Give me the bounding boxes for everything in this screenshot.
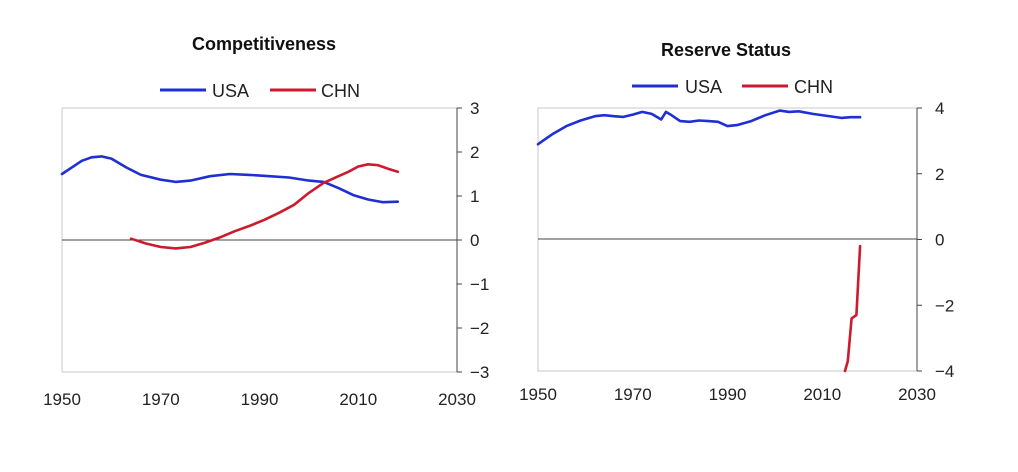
reserve-status-chart: Reserve Status USA CHN 420−2−4 1950 1970 1…: [519, 40, 954, 404]
y-tick-label: −2: [935, 296, 954, 315]
y-tick-label: 1: [470, 187, 479, 206]
legend-label-chn: CHN: [794, 77, 833, 97]
legend: USA CHN: [632, 77, 833, 97]
chart-title: Reserve Status: [661, 40, 791, 60]
series-line-usa: [536, 109, 862, 146]
x-tick-label: 2030: [438, 390, 476, 409]
series-group: [60, 155, 400, 250]
y-tick-label: 0: [470, 231, 479, 250]
legend-label-usa: USA: [212, 81, 249, 101]
x-tick-label: 1970: [142, 390, 180, 409]
y-tick-label: 3: [470, 99, 479, 118]
legend-label-chn: CHN: [321, 81, 360, 101]
y-tick-label: 0: [935, 231, 944, 250]
x-tick-label: 1950: [43, 390, 81, 409]
y-tick-label: −3: [470, 363, 489, 382]
x-tick-label: 1950: [519, 385, 557, 404]
series-group: [536, 109, 862, 373]
x-tick-label: 2010: [339, 390, 377, 409]
y-ticks: 3 2 1 0 −1 −2 −3: [457, 99, 489, 382]
chart-title: Competitiveness: [192, 34, 336, 54]
x-tick-label: 1970: [614, 385, 652, 404]
x-tick-label: 2010: [803, 385, 841, 404]
y-ticks: 4 2 0 −2 −4: [917, 99, 954, 381]
series-line-chn: [843, 244, 862, 373]
series-line-usa: [60, 155, 400, 204]
x-tick-label: 1990: [241, 390, 279, 409]
x-ticks: 1950 1970 1990 2010 2030: [519, 385, 936, 404]
y-tick-label: 2: [470, 143, 479, 162]
y-tick-label: 4: [935, 99, 944, 118]
legend: USA CHN: [160, 81, 360, 101]
x-ticks: 1950 1970 1990 2010 2030: [43, 390, 476, 409]
y-tick-label: −4: [935, 362, 954, 381]
y-tick-label: −2: [470, 319, 489, 338]
series-line-chn: [129, 163, 400, 250]
y-tick-label: −1: [470, 275, 489, 294]
y-tick-label: 2: [935, 165, 944, 184]
x-tick-label: 1990: [709, 385, 747, 404]
legend-label-usa: USA: [685, 77, 722, 97]
x-tick-label: 2030: [898, 385, 936, 404]
